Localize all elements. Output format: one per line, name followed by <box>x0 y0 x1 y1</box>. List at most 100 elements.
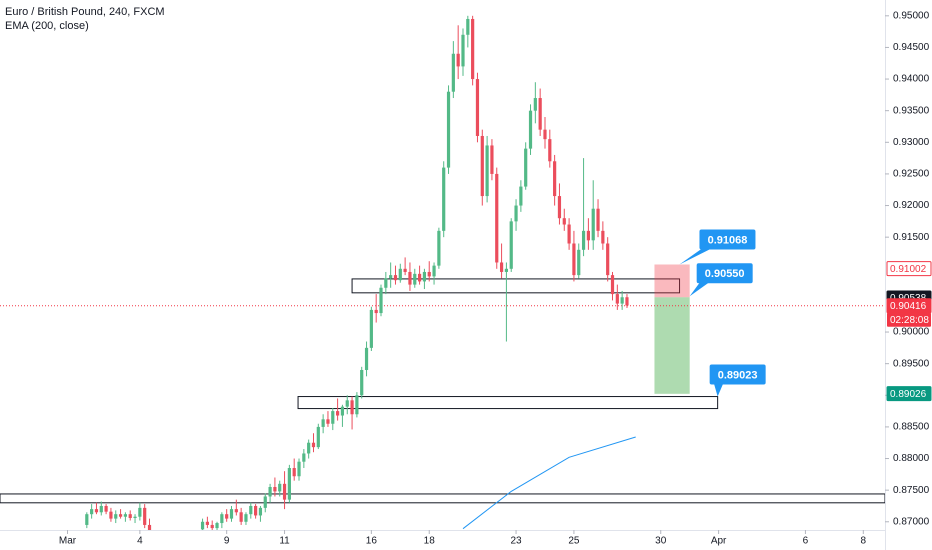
axis-price-label-bg <box>886 261 932 277</box>
callout-label: 0.91068 <box>708 234 748 246</box>
x-tick-label: 23 <box>510 536 522 547</box>
candle-body <box>432 265 436 277</box>
zone <box>0 493 885 504</box>
candle-body <box>625 297 629 306</box>
candle-body <box>311 442 316 448</box>
stop-zone <box>654 264 690 298</box>
candle-body <box>133 516 137 518</box>
candle-body <box>210 524 214 529</box>
candle-body <box>369 309 373 348</box>
candle-body <box>451 53 455 92</box>
candle-body <box>403 268 407 272</box>
candle-body <box>302 453 306 462</box>
x-tick-label: 18 <box>424 536 436 547</box>
candle-body <box>321 419 325 427</box>
callout-box <box>696 263 753 284</box>
candle-body <box>331 411 335 424</box>
indicator-label: EMA (200, close) <box>5 20 89 32</box>
candle-body <box>408 271 412 285</box>
candle-body <box>138 507 142 517</box>
plot-area <box>0 15 885 530</box>
countdown-bg <box>887 312 931 327</box>
candle-body <box>586 230 590 241</box>
candle-body <box>437 230 441 266</box>
candle-body <box>533 98 537 111</box>
callout-pointer <box>713 382 724 397</box>
candle-body <box>427 271 431 277</box>
candle-body <box>355 395 359 415</box>
candle-body <box>398 268 402 281</box>
candle-body <box>316 426 320 448</box>
x-tick-label: 11 <box>279 536 290 547</box>
y-tick-label: 0.91500 <box>893 232 930 243</box>
x-tick-label: 16 <box>366 536 378 547</box>
candle-body <box>268 486 272 497</box>
callout-box <box>699 229 756 250</box>
candle-body <box>562 218 566 225</box>
candle-body <box>307 442 311 454</box>
x-tick-label: 30 <box>655 536 667 547</box>
y-tick-label: 0.94000 <box>893 74 930 85</box>
candle-body <box>244 514 248 522</box>
y-tick-label: 0.88500 <box>893 422 930 433</box>
candle-body <box>591 208 595 241</box>
y-tick-label: 0.93500 <box>893 105 930 116</box>
candle-body <box>128 514 132 518</box>
candle-body <box>610 275 615 295</box>
candle-body <box>490 145 494 174</box>
candle-body <box>200 521 205 530</box>
candle-body <box>297 461 301 477</box>
candle-body <box>273 486 277 492</box>
candle-body <box>485 145 489 197</box>
candle-body <box>581 230 586 250</box>
candle-body <box>360 369 364 396</box>
callout-label: 0.90550 <box>705 268 745 280</box>
candle-body <box>606 243 610 276</box>
candle-body <box>292 468 296 477</box>
candle-body <box>99 505 103 513</box>
candle-body <box>143 507 147 525</box>
axis-price-label-bg <box>886 386 932 402</box>
x-tick-label: Apr <box>711 536 727 547</box>
candle-body <box>572 243 576 276</box>
candle-body <box>557 196 562 219</box>
candle-body <box>471 18 475 80</box>
candle-body <box>215 523 219 529</box>
candle-body <box>249 505 253 515</box>
candle-body <box>577 249 581 276</box>
candle-body <box>326 419 330 424</box>
candle-body <box>114 514 118 519</box>
candle-body <box>340 406 345 416</box>
candle-body <box>413 273 417 285</box>
candle-body <box>499 262 504 272</box>
callout-label: 0.89023 <box>718 369 758 381</box>
x-tick-label: 8 <box>861 536 867 547</box>
candle-body <box>118 514 123 517</box>
candle-body <box>393 275 398 281</box>
candle-body <box>123 514 127 517</box>
zone <box>297 396 719 410</box>
candle-body <box>278 483 282 492</box>
candle-body <box>336 411 340 416</box>
candle-body <box>528 110 533 149</box>
callout-box <box>709 364 766 385</box>
candle-body <box>282 483 287 500</box>
candle-body <box>543 129 547 140</box>
candle-body <box>287 468 291 500</box>
callout-pointer <box>679 247 714 265</box>
candle-body <box>620 297 624 304</box>
candle-body <box>567 224 571 244</box>
x-tick-label: 9 <box>224 536 230 547</box>
callout-pointer <box>689 281 711 297</box>
ema-line <box>462 436 636 530</box>
candle-body <box>374 309 378 314</box>
axis-price-label: 0.89026 <box>890 389 927 400</box>
candle-body <box>389 275 393 279</box>
y-tick-label: 0.87500 <box>893 485 930 496</box>
candle-body <box>220 514 224 524</box>
candle-body <box>475 79 480 136</box>
y-tick-label: 0.92500 <box>893 169 930 180</box>
axis-price-label: 0.91002 <box>890 264 927 275</box>
candle-body <box>446 91 451 168</box>
